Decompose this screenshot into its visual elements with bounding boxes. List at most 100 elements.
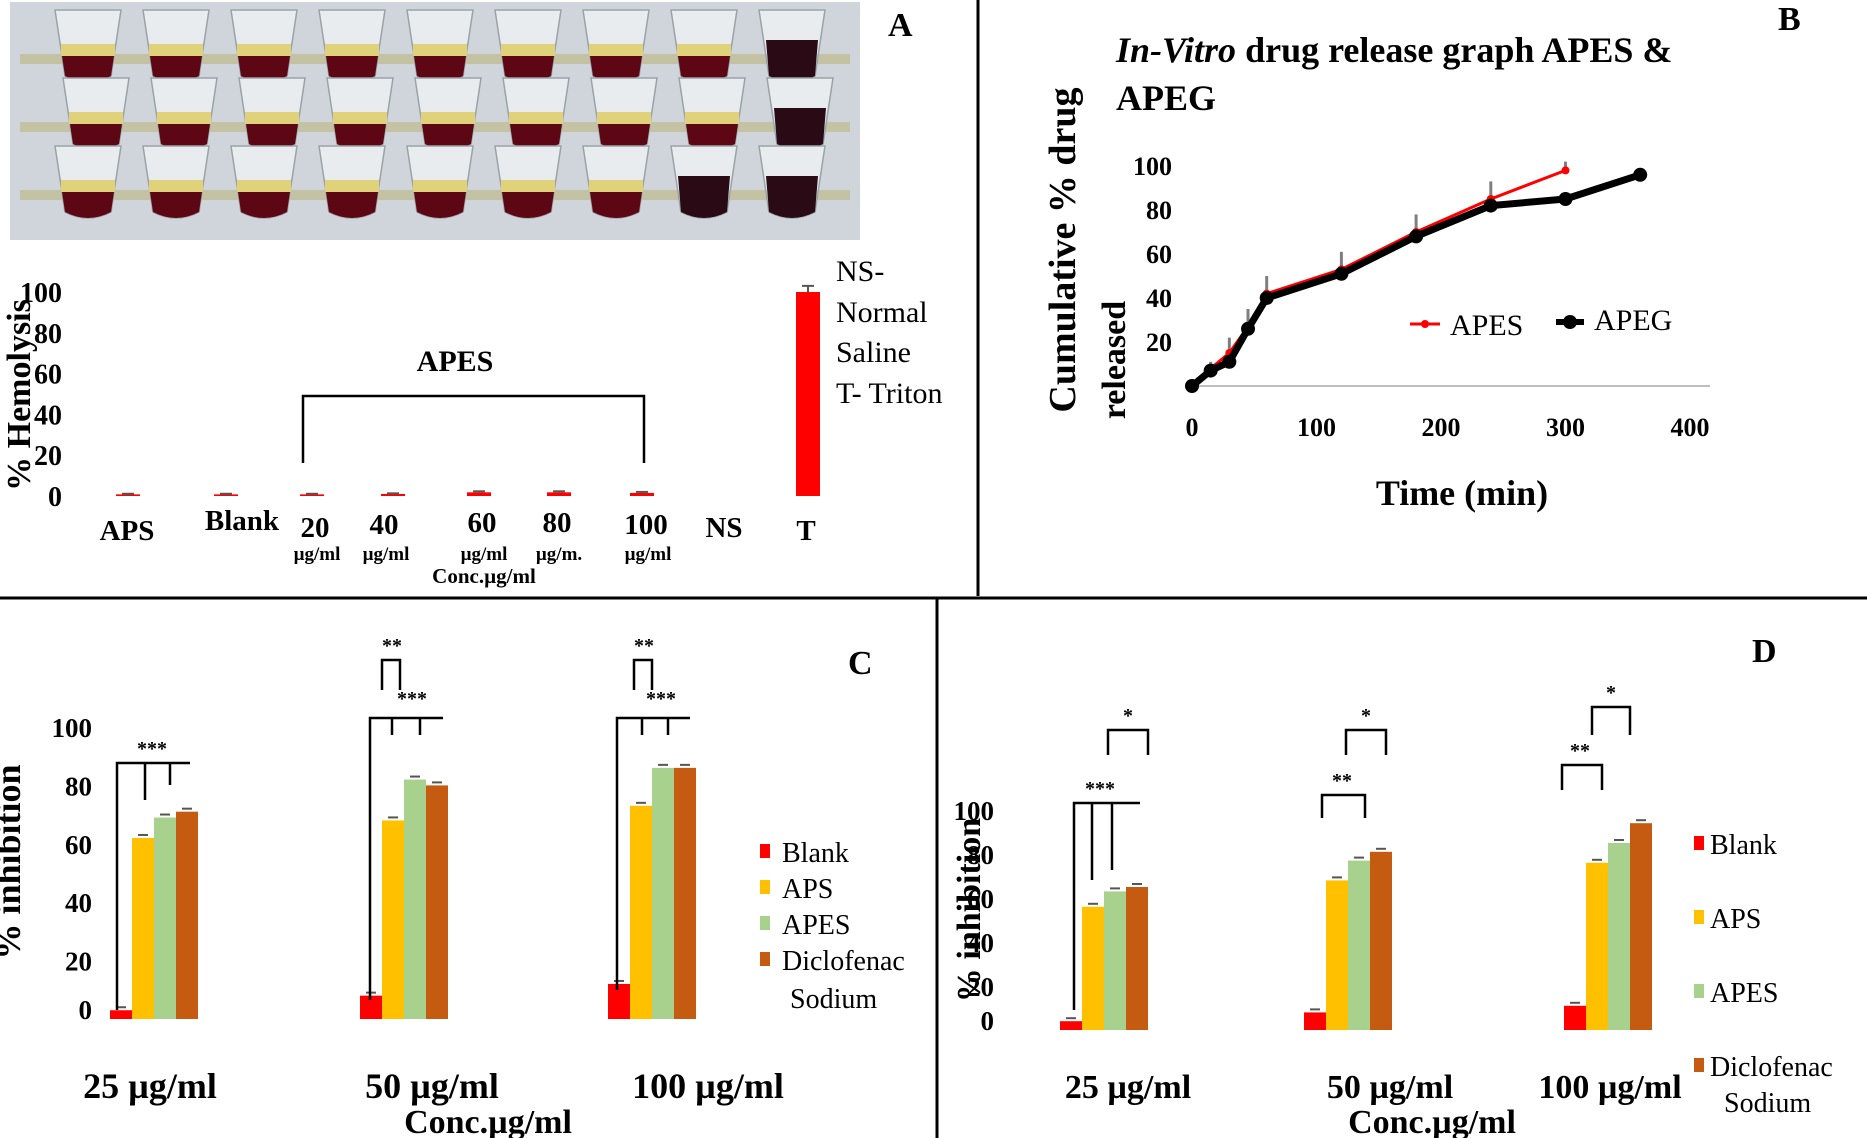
chart-c-inhibition: % inhibition 0 20 40 60 80 100 25 µg/ml 50 µg/ml…: [0, 635, 905, 1138]
a-xlabel: Conc.µg/ml: [432, 564, 536, 588]
tube-pellet: [422, 124, 474, 150]
tube-pellet: [150, 192, 202, 218]
d-ytick-label: 40: [967, 928, 994, 958]
a-bar: [116, 494, 140, 496]
a-category-label: Blank: [205, 505, 280, 537]
c-bar-blank: [608, 983, 630, 1019]
c-ytick-label: 20: [65, 947, 92, 977]
d-significance-bracket: [1106, 728, 1150, 755]
c-ytick-label: 0: [79, 995, 93, 1025]
b-series-line-apeg: [1189, 171, 1642, 389]
tube-pellet: [678, 176, 730, 218]
c-ytick-label: 40: [65, 888, 92, 918]
c-significance-bracket: [632, 658, 654, 690]
a-ytick-label: 40: [34, 400, 62, 431]
a-category-label: 80: [543, 507, 572, 539]
panel-letter-d: D: [1752, 633, 1777, 670]
tube-supernatant: [333, 112, 387, 124]
tube-supernatant: [597, 112, 651, 124]
a-category-label: APS: [100, 515, 155, 547]
d-bar-diclofenac: [1630, 823, 1652, 1030]
a-category-label: T: [796, 515, 815, 547]
b-point-apeg: [1222, 354, 1237, 369]
b-point-apeg: [1259, 291, 1274, 305]
c-legend-swatch: [760, 916, 770, 930]
b-legend-marker-apeg: [1563, 315, 1577, 329]
c-category-label: 50 µg/ml: [365, 1066, 499, 1106]
a-bar: [547, 492, 571, 496]
tube-pellet: [158, 124, 210, 150]
a-category-unit: µg/ml: [461, 544, 508, 565]
b-point-apeg: [1633, 167, 1648, 182]
d-significance-bracket: [1560, 763, 1604, 790]
c-significance-bracket: [615, 716, 690, 990]
tube-supernatant: [157, 112, 211, 124]
a-bar: [467, 492, 491, 496]
tube-supernatant: [149, 44, 203, 56]
tube-supernatant: [237, 44, 291, 56]
c-bar-diclofenac: [426, 785, 448, 1019]
tube-supernatant: [245, 112, 299, 124]
b-point-apeg: [1185, 379, 1199, 393]
tube-pellet: [686, 124, 738, 150]
tube-supernatant: [677, 44, 731, 56]
d-bar-apes: [1104, 891, 1126, 1030]
tube-pellet: [510, 124, 562, 150]
tube-pellet: [334, 124, 386, 150]
tube-supernatant: [509, 112, 563, 124]
tube-pellet: [326, 56, 378, 82]
tube-pellet: [238, 56, 290, 82]
d-legend-label: APS: [1710, 904, 1761, 935]
panel-letter-c: C: [848, 645, 873, 682]
d-bar-blank: [1564, 1005, 1586, 1030]
tube-pellet: [766, 176, 818, 218]
c-category-label: 100 µg/ml: [632, 1066, 784, 1106]
d-category-label: 100 µg/ml: [1538, 1069, 1681, 1106]
b-xtick-label: 200: [1422, 413, 1461, 442]
c-legend-swatch: [760, 880, 770, 894]
tube-pellet: [414, 56, 466, 82]
c-significance-bracket: [380, 658, 402, 690]
tube-supernatant: [685, 112, 739, 124]
b-title-line2: APEG: [1116, 78, 1216, 118]
tube-supernatant: [421, 112, 475, 124]
tube-supernatant: [589, 44, 643, 56]
b-ylabel-line2: released: [1096, 301, 1133, 419]
a-bar: [214, 494, 238, 496]
a-category-unit: µg/ml: [625, 544, 672, 565]
a-ytick-label: 0: [48, 482, 62, 513]
b-point-apeg: [1334, 266, 1349, 281]
c-ytick-label: 100: [52, 713, 93, 743]
tube-pellet: [62, 56, 114, 82]
b-legend-label-apes: APES: [1450, 309, 1523, 342]
a-ylabel: % Hemolysis: [1, 299, 38, 491]
c-bar-blank: [110, 1010, 132, 1019]
a-category-label: 20: [301, 512, 330, 544]
a-note-line: Normal: [836, 296, 928, 329]
a-bar: [630, 492, 654, 496]
c-bar-aps: [132, 837, 154, 1019]
tube-supernatant: [325, 180, 379, 192]
d-legend-swatch: [1694, 984, 1704, 998]
tube-pellet: [70, 124, 122, 150]
tube-pellet: [590, 56, 642, 82]
tube-pellet: [326, 192, 378, 218]
a-bar: [300, 494, 324, 496]
c-bar-blank: [360, 995, 382, 1019]
b-point-apeg: [1409, 229, 1424, 244]
b-xtick-label: 300: [1546, 413, 1585, 442]
tube-supernatant: [61, 44, 115, 56]
b-point-apeg: [1203, 363, 1218, 378]
b-ylabel: Cumulative % drug: [1042, 87, 1084, 412]
d-significance-bracket: [1072, 801, 1140, 1010]
a-ytick-label: 100: [20, 278, 62, 309]
c-bar-diclofenac: [176, 811, 198, 1019]
b-xtick-label: 0: [1186, 413, 1199, 442]
tube-supernatant: [589, 180, 643, 192]
d-bar-aps: [1586, 862, 1608, 1030]
a-note-line: Saline: [836, 336, 911, 369]
c-significance-label: ***: [137, 738, 167, 760]
